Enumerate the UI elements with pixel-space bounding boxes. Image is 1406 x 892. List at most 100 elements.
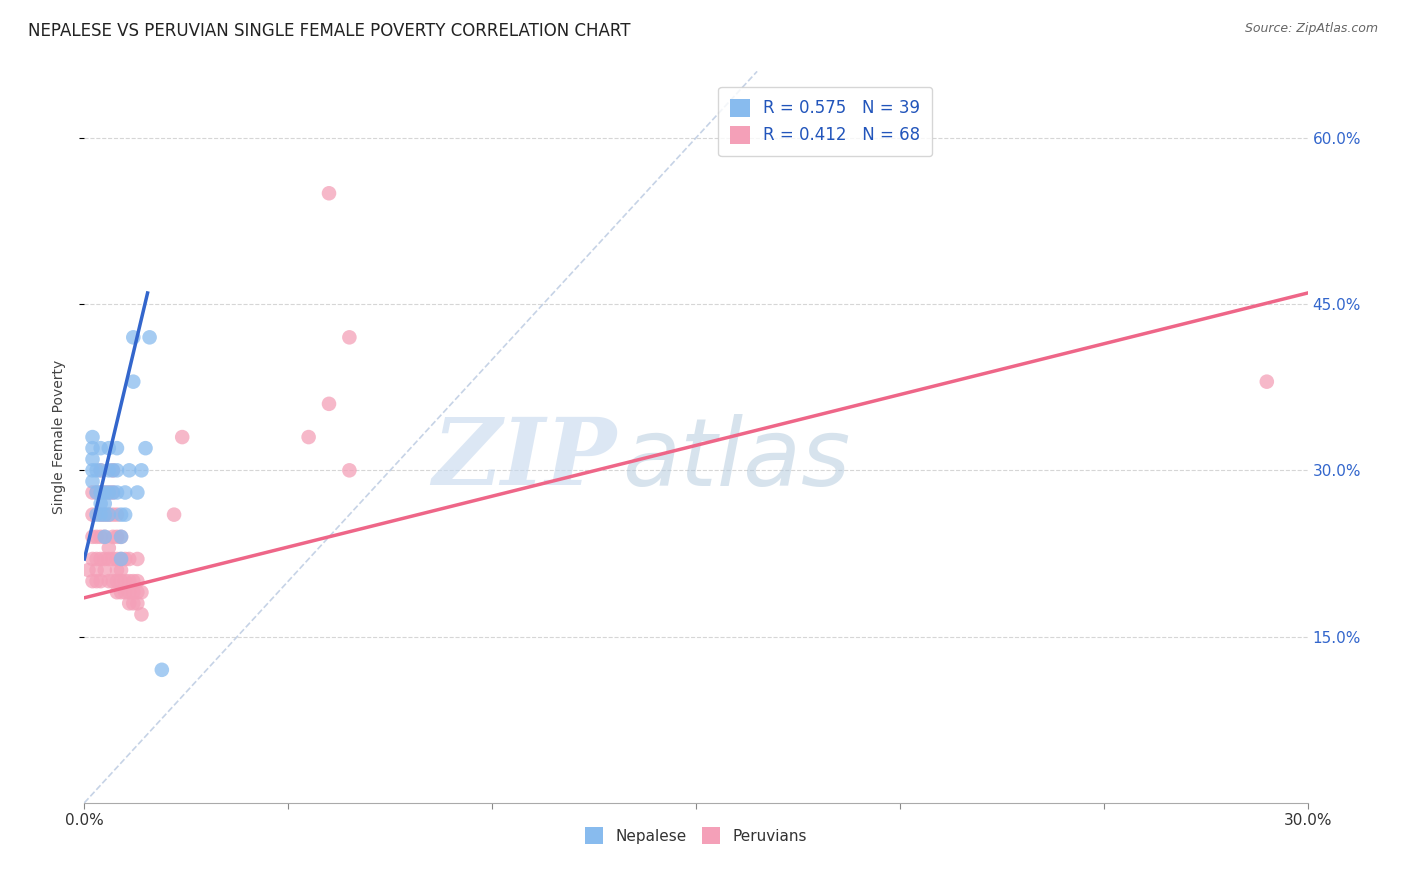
Point — [127, 574, 149, 589]
Point — [110, 530, 132, 544]
Text: ZIP: ZIP — [432, 414, 616, 504]
Point — [101, 463, 124, 477]
Point — [86, 574, 108, 589]
Text: atlas: atlas — [623, 414, 851, 505]
Point — [82, 552, 104, 566]
Point — [97, 441, 120, 455]
Point — [105, 485, 128, 500]
Point — [90, 485, 112, 500]
Point — [118, 585, 141, 599]
Point — [90, 497, 112, 511]
Point — [172, 430, 194, 444]
Point — [101, 574, 124, 589]
Point — [82, 530, 104, 544]
Point — [101, 485, 124, 500]
Point — [97, 508, 120, 522]
Point — [101, 463, 124, 477]
Text: NEPALESE VS PERUVIAN SINGLE FEMALE POVERTY CORRELATION CHART: NEPALESE VS PERUVIAN SINGLE FEMALE POVER… — [28, 22, 631, 40]
Legend: Nepalese, Peruvians: Nepalese, Peruvians — [579, 822, 813, 850]
Point — [90, 574, 112, 589]
Point — [105, 574, 128, 589]
Point — [118, 574, 141, 589]
Point — [110, 552, 132, 566]
Text: Source: ZipAtlas.com: Source: ZipAtlas.com — [1244, 22, 1378, 36]
Point — [127, 596, 149, 610]
Point — [93, 563, 115, 577]
Point — [298, 430, 321, 444]
Point — [90, 508, 112, 522]
Point — [90, 441, 112, 455]
Point — [101, 530, 124, 544]
Point — [114, 552, 136, 566]
Point — [90, 485, 112, 500]
Point — [163, 508, 186, 522]
Point — [101, 552, 124, 566]
Point — [82, 463, 104, 477]
Point — [1256, 375, 1278, 389]
Point — [339, 463, 361, 477]
Point — [118, 463, 141, 477]
Point — [97, 574, 120, 589]
Point — [101, 485, 124, 500]
Point — [82, 430, 104, 444]
Point — [122, 585, 145, 599]
Point — [86, 508, 108, 522]
Point — [118, 552, 141, 566]
Point — [122, 375, 145, 389]
Point — [135, 441, 157, 455]
Point — [131, 607, 153, 622]
Point — [110, 530, 132, 544]
Point — [82, 452, 104, 467]
Point — [86, 485, 108, 500]
Point — [93, 508, 115, 522]
Point — [86, 463, 108, 477]
Point — [105, 563, 128, 577]
Point — [110, 508, 132, 522]
Point — [114, 508, 136, 522]
Point — [122, 330, 145, 344]
Point — [93, 530, 115, 544]
Point — [110, 574, 132, 589]
Point — [93, 485, 115, 500]
Point — [105, 530, 128, 544]
Point — [82, 574, 104, 589]
Point — [339, 330, 361, 344]
Point — [93, 530, 115, 544]
Point — [105, 552, 128, 566]
Point — [86, 563, 108, 577]
Point — [77, 563, 100, 577]
Point — [101, 508, 124, 522]
Point — [82, 485, 104, 500]
Point — [127, 485, 149, 500]
Point — [105, 441, 128, 455]
Point — [131, 585, 153, 599]
Point — [105, 463, 128, 477]
Point — [122, 596, 145, 610]
Point — [86, 552, 108, 566]
Point — [97, 508, 120, 522]
Point — [110, 552, 132, 566]
Point — [105, 585, 128, 599]
Point — [127, 552, 149, 566]
Point — [86, 485, 108, 500]
Point — [90, 463, 112, 477]
Point — [90, 530, 112, 544]
Point — [86, 530, 108, 544]
Point — [150, 663, 173, 677]
Point — [93, 497, 115, 511]
Y-axis label: Single Female Poverty: Single Female Poverty — [52, 360, 66, 514]
Point — [318, 186, 340, 201]
Point — [114, 585, 136, 599]
Point — [97, 541, 120, 555]
Point — [318, 397, 340, 411]
Point — [97, 485, 120, 500]
Point — [97, 463, 120, 477]
Point — [90, 508, 112, 522]
Point — [118, 596, 141, 610]
Point — [82, 475, 104, 489]
Point — [90, 552, 112, 566]
Point — [131, 463, 153, 477]
Point — [97, 552, 120, 566]
Point — [138, 330, 160, 344]
Point — [93, 552, 115, 566]
